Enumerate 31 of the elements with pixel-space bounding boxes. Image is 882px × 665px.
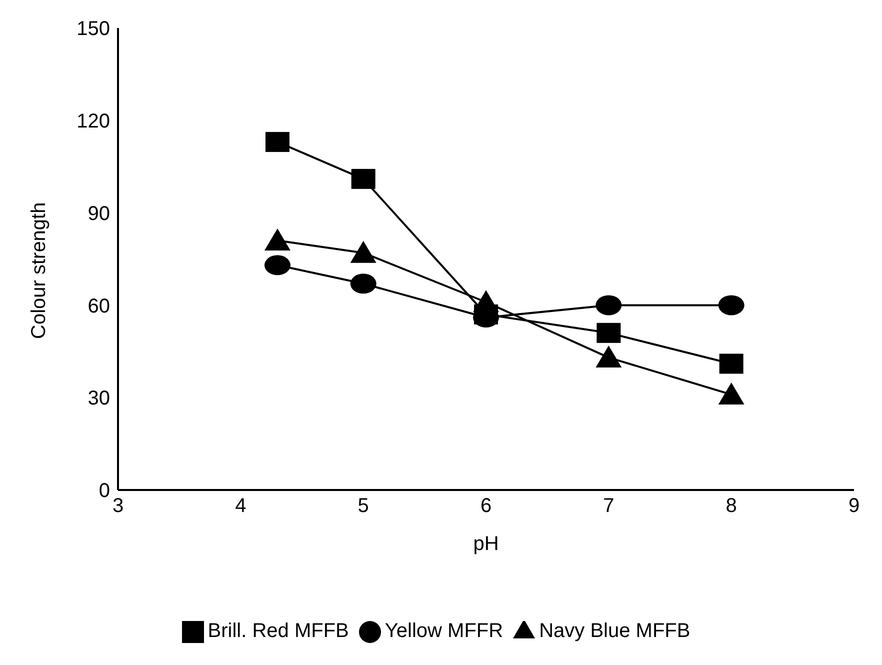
point: [596, 322, 621, 343]
point: [351, 168, 376, 189]
point: [264, 255, 290, 276]
point: [719, 354, 744, 374]
x-axis-title: pH: [473, 533, 499, 555]
point: [264, 228, 290, 251]
point: [596, 295, 622, 316]
y-tick-label: 60: [88, 295, 110, 318]
y-axis-title: Colour strength: [28, 202, 50, 339]
point: [718, 295, 744, 316]
y-tick-label: 90: [88, 202, 110, 225]
point: [473, 290, 499, 312]
point: [265, 132, 290, 152]
x-tick-label: 5: [358, 495, 369, 518]
x-tick-label: 9: [848, 495, 860, 518]
x-tick-label: 7: [603, 495, 614, 518]
y-tick-label: 30: [88, 388, 110, 410]
point: [350, 240, 376, 263]
y-tick-label: 150: [76, 18, 110, 40]
point: [718, 382, 744, 405]
legend-label: Yellow MFFR: [384, 620, 504, 642]
legend-label: Brill. Red MFFB: [208, 620, 349, 642]
x-tick-label: 8: [726, 495, 737, 518]
legend-label: Navy Blue MFFB: [539, 620, 690, 642]
y-tick-label: 120: [76, 110, 110, 132]
x-tick-label: 4: [235, 495, 246, 518]
x-tick-label: 6: [480, 495, 492, 518]
x-tick-label: 3: [112, 495, 124, 518]
point: [596, 346, 622, 368]
point: [350, 274, 376, 294]
y-tick-label: 0: [98, 480, 110, 502]
